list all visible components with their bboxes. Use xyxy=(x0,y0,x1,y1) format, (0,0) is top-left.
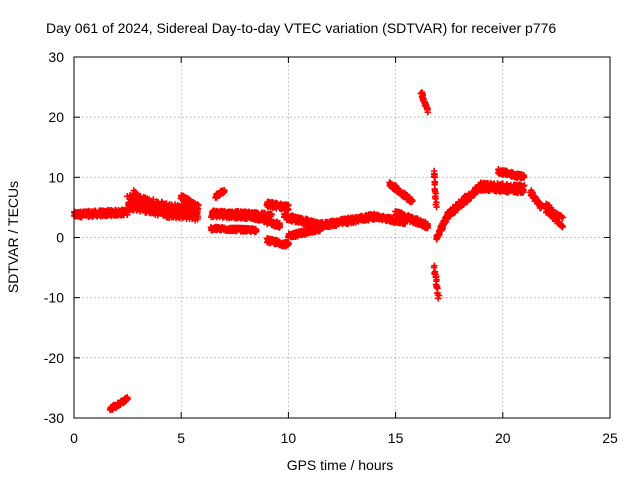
data-point xyxy=(559,223,566,231)
data-point xyxy=(432,195,439,203)
data-points xyxy=(70,89,567,414)
data-point xyxy=(285,206,292,213)
y-tick-label: 30 xyxy=(48,49,64,65)
data-point xyxy=(150,196,157,203)
grid xyxy=(74,57,610,418)
data-point xyxy=(194,216,201,223)
data-point xyxy=(409,197,416,205)
tick-labels: 0 5 10 15 20 25 -30 -20 -10 0 10 20 30 xyxy=(44,49,618,446)
y-tick-label: -30 xyxy=(44,410,64,426)
data-point xyxy=(434,295,442,302)
data-point xyxy=(433,203,440,211)
data-point xyxy=(435,292,443,299)
y-tick-label: 20 xyxy=(48,109,64,125)
y-axis-label: SDTVAR / TECUs xyxy=(5,181,21,293)
axis-ticks xyxy=(73,56,611,419)
data-point xyxy=(194,206,201,213)
x-tick-label: 10 xyxy=(281,430,297,446)
data-point xyxy=(276,223,284,231)
data-point xyxy=(143,209,150,216)
x-axis-label: GPS time / hours xyxy=(287,457,394,473)
x-tick-label: 5 xyxy=(177,430,185,446)
chart-title: Day 061 of 2024, Sidereal Day-to-day VTE… xyxy=(46,20,556,36)
data-point xyxy=(221,187,228,195)
y-tick-label: 0 xyxy=(56,230,64,246)
y-tick-label: 10 xyxy=(48,169,64,185)
x-tick-label: 15 xyxy=(388,430,404,446)
data-point xyxy=(253,227,260,234)
data-point xyxy=(268,210,275,218)
x-tick-label: 0 xyxy=(70,430,78,446)
data-point xyxy=(195,202,202,209)
data-point xyxy=(520,172,528,179)
y-tick-label: -20 xyxy=(44,350,64,366)
data-point xyxy=(124,395,131,403)
y-tick-label: -10 xyxy=(44,290,64,306)
data-point xyxy=(285,240,293,247)
data-point xyxy=(424,106,431,113)
x-tick-label: 20 xyxy=(495,430,511,446)
x-tick-label: 25 xyxy=(602,430,618,446)
data-point xyxy=(559,214,567,221)
data-point xyxy=(124,211,131,219)
data-point xyxy=(424,220,431,228)
data-point xyxy=(521,182,528,189)
data-point xyxy=(430,264,438,271)
